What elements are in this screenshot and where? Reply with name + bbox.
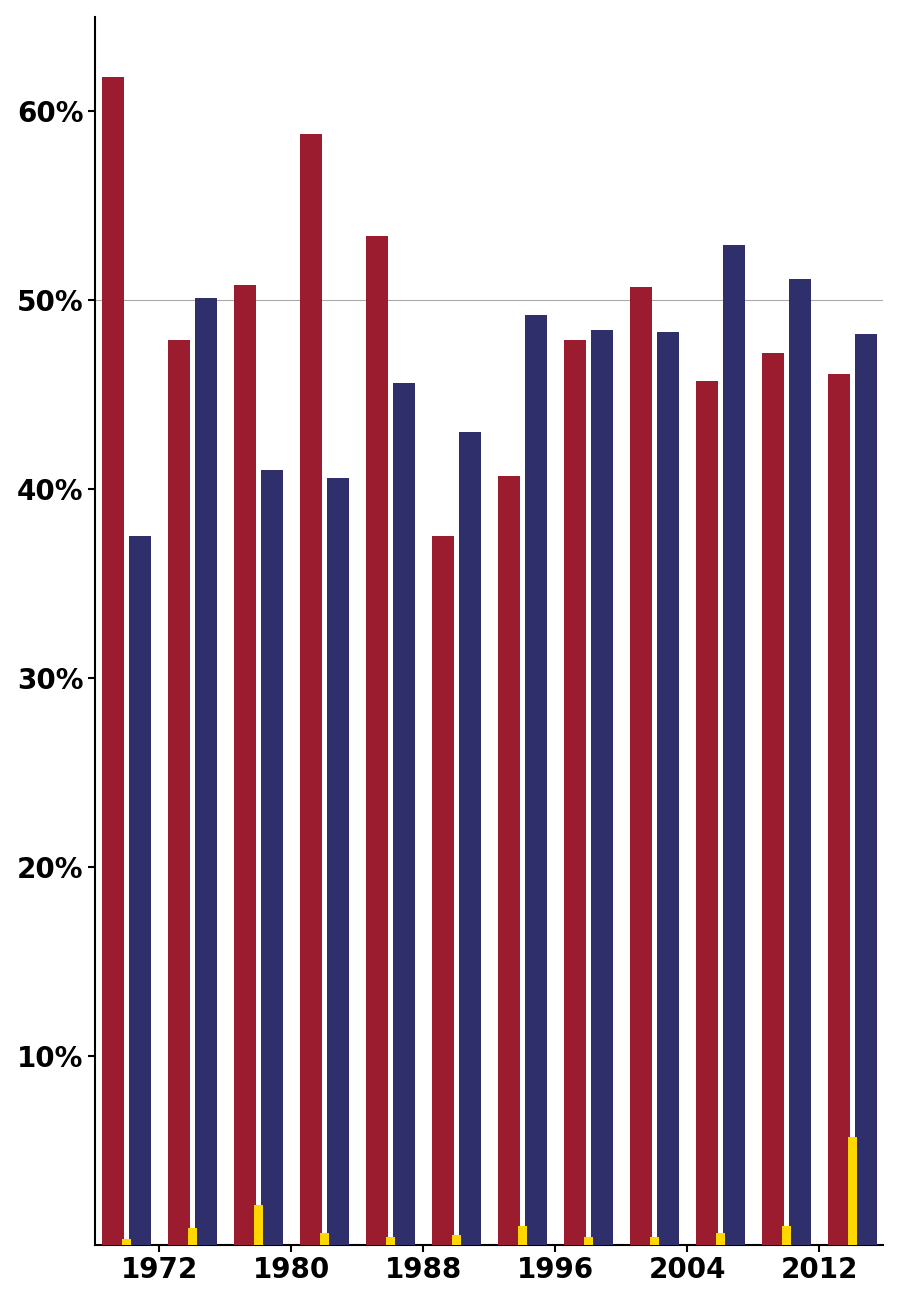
Bar — [254, 1205, 263, 1245]
Bar — [261, 470, 283, 1245]
Bar — [452, 1235, 461, 1245]
Bar — [459, 432, 481, 1245]
Bar — [848, 1137, 857, 1245]
Bar — [590, 330, 613, 1245]
Bar — [498, 476, 519, 1245]
Bar — [855, 334, 877, 1245]
Bar — [320, 1233, 328, 1245]
Bar — [392, 382, 415, 1245]
Bar — [761, 353, 784, 1245]
Bar — [234, 285, 256, 1245]
Bar — [194, 298, 217, 1245]
Bar — [657, 332, 679, 1245]
Bar — [696, 381, 718, 1245]
Bar — [630, 286, 652, 1245]
Bar — [102, 77, 123, 1245]
Bar — [327, 477, 348, 1245]
Bar — [525, 315, 546, 1245]
Bar — [518, 1226, 526, 1245]
Bar — [788, 280, 811, 1245]
Bar — [188, 1228, 196, 1245]
Bar — [716, 1233, 724, 1245]
Bar — [584, 1237, 592, 1245]
Bar — [300, 134, 321, 1245]
Bar — [432, 536, 454, 1245]
Bar — [167, 340, 190, 1245]
Bar — [782, 1226, 791, 1245]
Bar — [828, 373, 850, 1245]
Bar — [650, 1237, 659, 1245]
Bar — [365, 235, 388, 1245]
Bar — [129, 536, 150, 1245]
Bar — [563, 340, 586, 1245]
Bar — [723, 245, 744, 1245]
Bar — [386, 1237, 394, 1245]
Bar — [122, 1239, 130, 1245]
